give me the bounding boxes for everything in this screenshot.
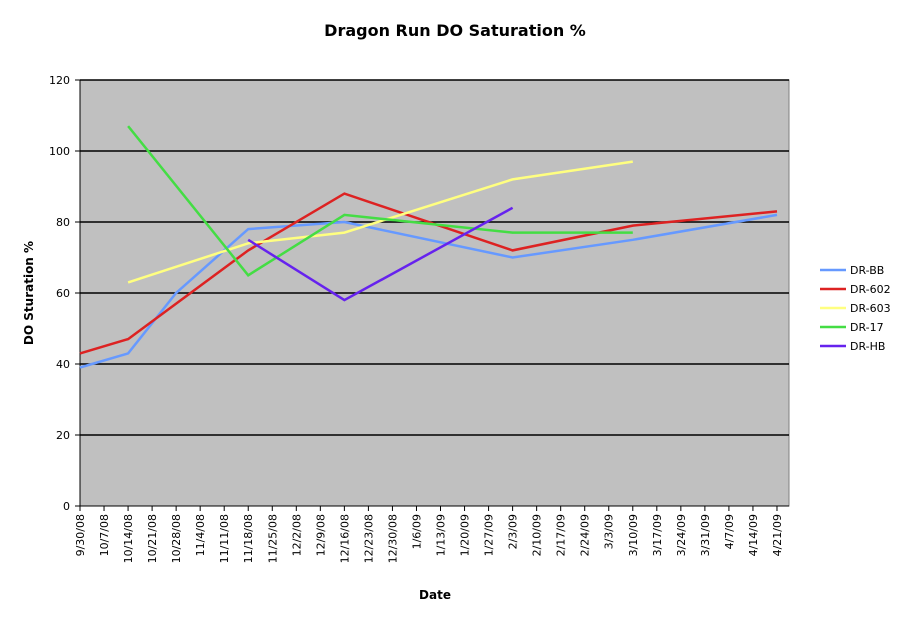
x-tick-label: 12/2/08 — [290, 514, 303, 556]
legend-label: DR-603 — [850, 302, 891, 315]
x-tick-label: 4/21/09 — [771, 514, 784, 556]
legend-label: DR-17 — [850, 321, 884, 334]
x-tick-label: 3/24/09 — [675, 514, 688, 556]
x-tick-label: 11/25/08 — [266, 514, 279, 563]
x-tick-label: 12/23/08 — [362, 514, 375, 563]
x-tick-label: 3/17/09 — [651, 514, 664, 556]
y-tick-label: 120 — [49, 74, 70, 87]
x-tick-label: 3/3/09 — [603, 514, 616, 549]
x-tick-label: 9/30/08 — [74, 514, 87, 556]
y-tick-label: 80 — [56, 216, 70, 229]
x-tick-label: 4/14/09 — [747, 514, 760, 556]
x-tick-label: 2/10/09 — [531, 514, 544, 556]
x-tick-label: 12/16/08 — [338, 514, 351, 563]
x-tick-label: 12/9/08 — [314, 514, 327, 556]
legend-label: DR-BB — [850, 264, 884, 277]
y-axis-ticks: 0 20 40 60 80 100 120 — [49, 74, 80, 513]
x-tick-label: 1/13/09 — [435, 514, 448, 556]
x-tick-label: 11/4/08 — [194, 514, 207, 556]
x-tick-label: 3/10/09 — [627, 514, 640, 556]
x-tick-label: 11/18/08 — [242, 514, 255, 563]
x-tick-label: 11/11/08 — [218, 514, 231, 563]
y-tick-label: 100 — [49, 145, 70, 158]
series-lines — [79, 125, 778, 369]
series-line-dr-hb — [247, 206, 514, 302]
chart-title: Dragon Run DO Saturation % — [324, 21, 586, 40]
x-tick-label: 1/6/09 — [410, 514, 423, 549]
y-tick-label: 40 — [56, 358, 70, 371]
series-line-dr-603 — [127, 160, 633, 284]
legend-label: DR-HB — [850, 340, 885, 353]
series-line-dr-bb — [79, 213, 778, 369]
x-tick-label: 2/17/09 — [555, 514, 568, 556]
x-tick-label: 10/14/08 — [122, 514, 135, 563]
x-axis-ticks: 9/30/08 10/7/08 10/14/08 10/21/08 10/28/08 11… — [74, 506, 784, 563]
x-tick-label: 10/28/08 — [170, 514, 183, 563]
x-tick-label: 10/21/08 — [146, 514, 159, 563]
x-tick-label: 4/7/09 — [723, 514, 736, 549]
series-line-dr-17 — [127, 125, 633, 277]
x-tick-label: 1/20/09 — [459, 514, 472, 556]
x-tick-label: 10/7/08 — [98, 514, 111, 556]
y-tick-label: 0 — [63, 500, 70, 513]
legend-label: DR-602 — [850, 283, 891, 296]
x-tick-label: 2/24/09 — [579, 514, 592, 556]
x-tick-label: 12/30/08 — [386, 514, 399, 563]
y-axis-title: DO Sturation % — [22, 241, 36, 345]
legend: DR-BB DR-602 DR-603 DR-17 DR-HB — [820, 264, 891, 353]
x-tick-label: 2/3/09 — [507, 514, 520, 549]
y-tick-label: 20 — [56, 429, 70, 442]
series-line-dr-602 — [79, 192, 778, 355]
x-axis-title: Date — [419, 588, 451, 602]
x-tick-label: 1/27/09 — [483, 514, 496, 556]
y-tick-label: 60 — [56, 287, 70, 300]
x-tick-label: 3/31/09 — [699, 514, 712, 556]
